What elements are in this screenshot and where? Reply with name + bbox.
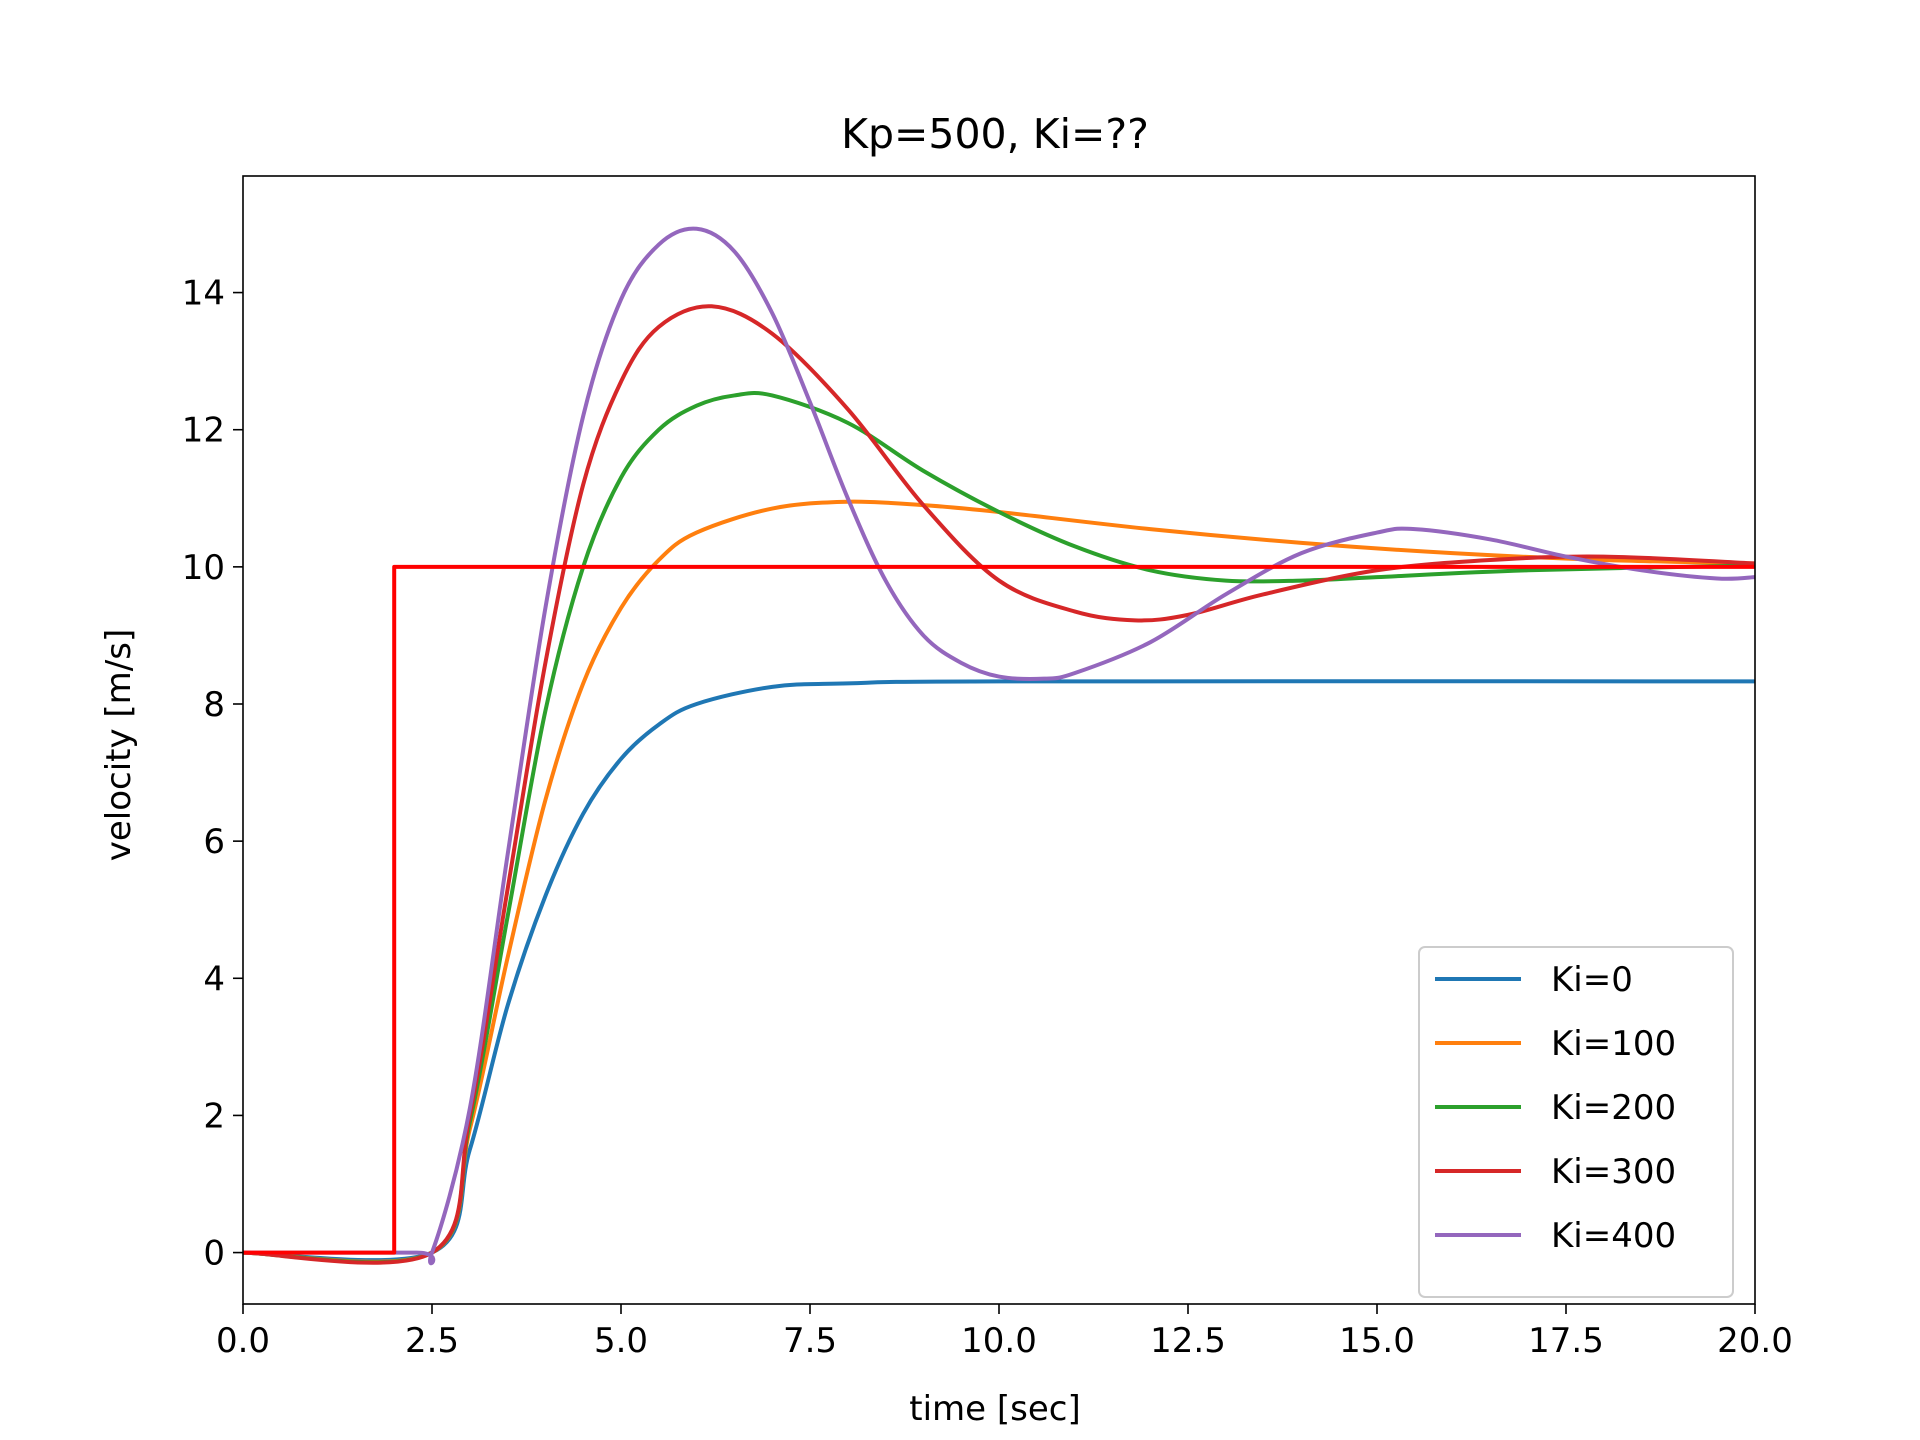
y-tick-label: 4 bbox=[203, 959, 225, 999]
x-tick-label: 17.5 bbox=[1528, 1321, 1604, 1361]
y-tick-label: 12 bbox=[182, 411, 225, 451]
x-tick-label: 12.5 bbox=[1150, 1321, 1226, 1361]
series-line-ki-100 bbox=[243, 499, 1755, 1264]
y-axis-label: velocity [m/s] bbox=[99, 629, 139, 862]
y-tick-label: 2 bbox=[203, 1096, 225, 1136]
y-tick-label: 8 bbox=[203, 685, 225, 725]
x-tick-label: 0.0 bbox=[216, 1321, 270, 1361]
legend-label-ki-100: Ki=100 bbox=[1551, 1024, 1676, 1064]
axes: 0.0 2.5 5.0 7.5 10.0 12.5 15.0 17.5 20.0 0 2 4 6 8 10 1… bbox=[182, 175, 1793, 1361]
y-tick-label: 10 bbox=[182, 548, 225, 588]
y-tick-label: 6 bbox=[203, 822, 225, 862]
chart-title: Kp=500, Ki=?? bbox=[841, 110, 1149, 158]
x-tick-label: 2.5 bbox=[405, 1321, 459, 1361]
series-line-setpoint bbox=[243, 564, 1755, 1255]
series-line-ki-0 bbox=[243, 679, 1755, 1263]
legend: Ki=0 Ki=100 Ki=200 Ki=300 Ki=400 bbox=[1418, 946, 1734, 1298]
series-line-ki-300 bbox=[243, 304, 1755, 1265]
y-tick-label: 0 bbox=[203, 1234, 225, 1274]
y-tick-label: 14 bbox=[182, 274, 225, 314]
series-line-ki-200 bbox=[243, 390, 1755, 1265]
legend-label-ki-200: Ki=200 bbox=[1551, 1088, 1676, 1128]
series-line-ki-400 bbox=[243, 226, 1755, 1266]
legend-label-ki-400: Ki=400 bbox=[1551, 1216, 1676, 1256]
x-tick-label: 5.0 bbox=[594, 1321, 648, 1361]
x-tick-label: 15.0 bbox=[1339, 1321, 1415, 1361]
x-tick-label: 20.0 bbox=[1717, 1321, 1793, 1361]
legend-label-ki-0: Ki=0 bbox=[1551, 960, 1633, 1000]
plot-area bbox=[243, 226, 1755, 1266]
x-tick-label: 10.0 bbox=[961, 1321, 1037, 1361]
legend-box bbox=[1418, 946, 1734, 1298]
x-tick-label: 7.5 bbox=[783, 1321, 837, 1361]
legend-label-ki-300: Ki=300 bbox=[1551, 1152, 1676, 1192]
x-axis-label: time [sec] bbox=[909, 1389, 1080, 1429]
